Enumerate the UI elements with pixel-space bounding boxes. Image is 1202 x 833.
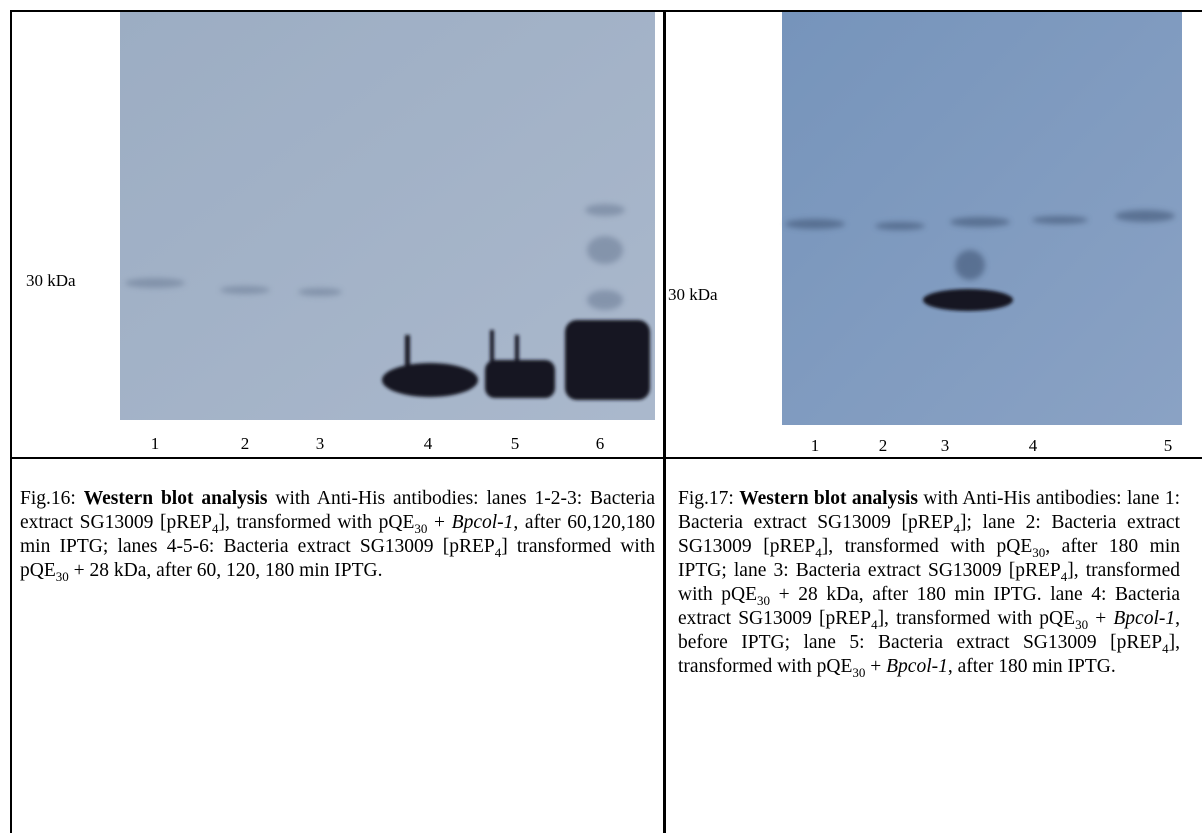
caption-text: 30 — [1032, 545, 1045, 560]
caption-text: Bpcol-1 — [886, 656, 948, 677]
caption-text: 30 — [1075, 617, 1088, 632]
caption-text: + — [865, 656, 886, 677]
blot-image — [120, 12, 655, 420]
caption-text: + — [427, 512, 451, 533]
caption-text: Fig.16: — [20, 488, 84, 509]
caption-text: ], transformed with pQE — [219, 512, 415, 533]
page: 30 kDa12345630 kDa12345 (() => { const d… — [0, 0, 1202, 823]
lane-label: 4 — [424, 434, 433, 453]
caption-text: + 28 kDa, after 60, 120, 180 min IPTG. — [69, 560, 383, 581]
lane-label: 2 — [879, 436, 888, 455]
lane-label: 6 — [596, 434, 605, 453]
lane-label: 4 — [1029, 436, 1038, 455]
lane-label: 3 — [316, 434, 325, 453]
marker-label: 30 kDa — [26, 271, 76, 290]
lane-label: 2 — [241, 434, 250, 453]
caption-text: 30 — [56, 569, 69, 584]
caption-text: ], transformed with pQE — [878, 608, 1076, 629]
marker-label: 30 kDa — [668, 285, 718, 304]
lane-label: 5 — [1164, 436, 1173, 455]
caption-text: 30 — [852, 665, 865, 680]
lane-label: 3 — [941, 436, 950, 455]
caption-text: Bpcol-1 — [452, 512, 514, 533]
blots: 30 kDa 1 2 3 4 5 6 30 kDa 1 2 3 4 5 — [0, 0, 1202, 823]
caption-text: ], transformed with pQE — [822, 536, 1033, 557]
caption-text: 30 — [757, 593, 770, 608]
caption-text: 30 — [414, 521, 427, 536]
lane-label: 1 — [151, 434, 160, 453]
caption-text: Fig.17: — [678, 488, 739, 509]
caption-text: Western blot analysis — [739, 488, 918, 509]
caption-text: , after 180 min IPTG. — [948, 656, 1116, 677]
caption-text: + — [1088, 608, 1113, 629]
caption-text: Western blot analysis — [84, 488, 268, 509]
lane-label: 5 — [511, 434, 520, 453]
caption: Fig.17: Western blot analysis with Anti-… — [678, 487, 1180, 679]
lane-label: 1 — [811, 436, 820, 455]
caption: Fig.16: Western blot analysis with Anti-… — [20, 487, 655, 583]
caption-text: Bpcol-1 — [1113, 608, 1175, 629]
blot-image — [782, 12, 1182, 425]
